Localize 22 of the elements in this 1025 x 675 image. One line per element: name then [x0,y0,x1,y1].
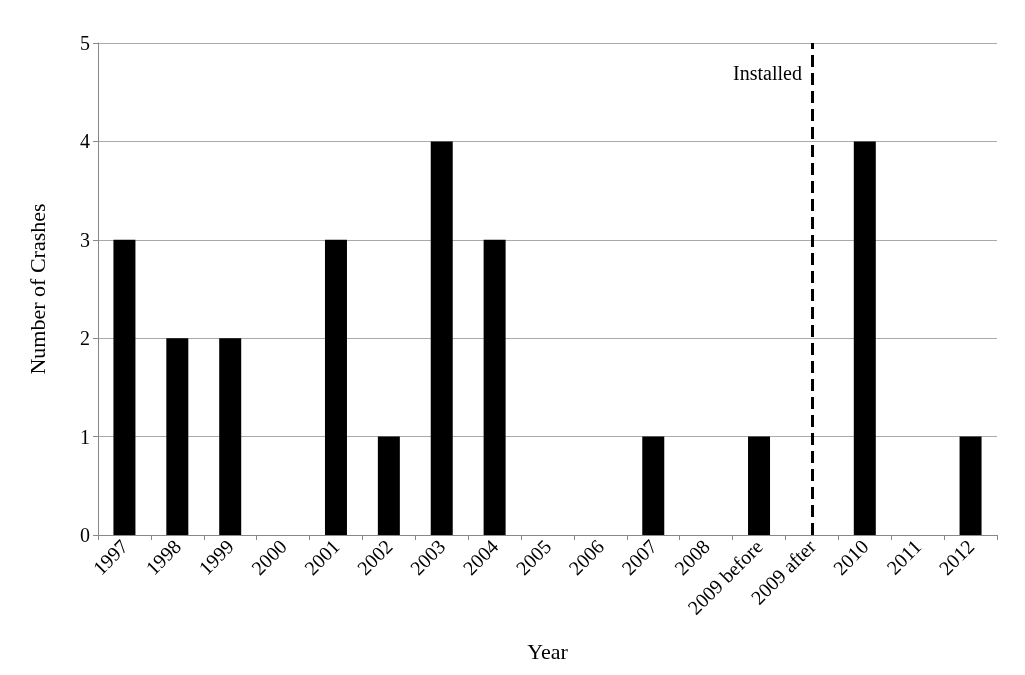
bar [959,436,982,535]
bar [853,141,876,535]
x-axis-title: Year [527,638,569,664]
y-tick-label: 0 [80,524,90,546]
y-tick-label: 5 [80,32,90,54]
y-tick-label: 4 [80,130,90,153]
bar [113,239,136,535]
x-tick-label: 2011 [882,535,926,579]
y-tick-label: 1 [80,425,90,448]
bar [166,338,189,535]
y-tick-label: 3 [80,228,90,251]
bar [219,338,242,535]
y-tick-label: 2 [80,327,90,350]
ref-line-label: Installed [733,62,802,84]
bar [642,436,665,535]
bar [324,239,347,535]
bar [748,436,771,535]
bar [483,239,506,535]
bar [430,141,453,535]
y-axis-title: Number of Crashes [24,203,50,375]
x-tick-label: 1999 [194,535,238,580]
bar [377,436,400,535]
